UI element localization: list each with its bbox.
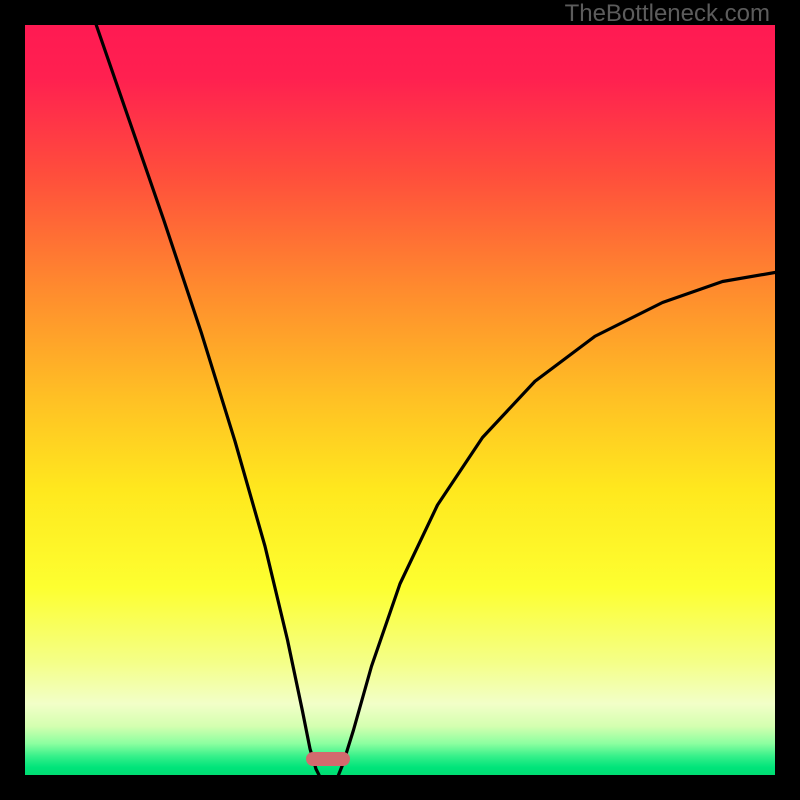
plot-area — [25, 25, 775, 775]
optimum-marker — [306, 752, 350, 766]
watermark-text: TheBottleneck.com — [565, 0, 770, 28]
chart-stage: TheBottleneck.com — [0, 0, 800, 800]
bottleneck-curve — [25, 25, 775, 775]
